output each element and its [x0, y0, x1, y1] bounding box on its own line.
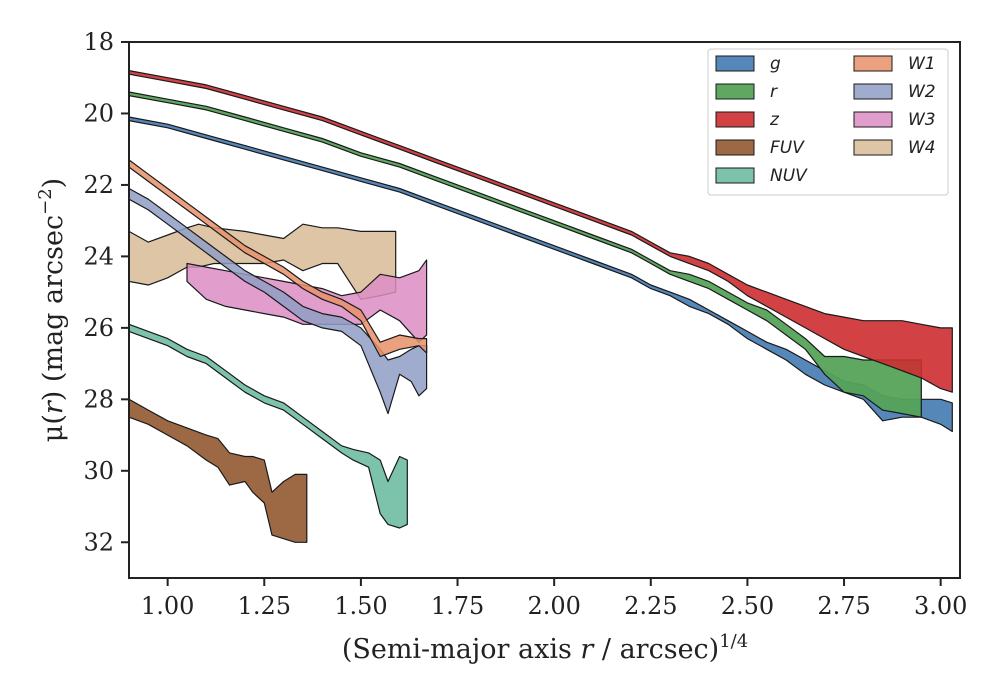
legend-swatch-r: [715, 83, 755, 100]
legend-swatch-nuv: [715, 167, 755, 184]
x-axis-label: (Semi-major axis r / arcsec)1/4: [342, 631, 748, 665]
x-tick-label: 1.00: [141, 592, 194, 620]
band-w2: [128, 187, 428, 415]
y-tick-label: 18: [83, 28, 114, 56]
legend-label-w3: W3: [908, 110, 936, 130]
band-z: [128, 69, 953, 393]
legend-label-z: z: [769, 110, 780, 130]
y-tick-label: 22: [83, 171, 114, 199]
x-tick-label: 1.75: [431, 592, 484, 620]
y-tick-label: 32: [83, 528, 114, 556]
legend-label-w2: W2: [908, 82, 936, 102]
legend-swatch-w4: [853, 139, 893, 156]
x-tick-label: 1.50: [334, 592, 387, 620]
x-tick-label: 2.25: [624, 592, 677, 620]
surface-brightness-bands: [128, 69, 953, 543]
legend-swatch-z: [715, 111, 755, 128]
plot-frame: [128, 41, 961, 579]
x-tick-label: 3.00: [914, 592, 967, 620]
y-tick-label: 24: [83, 242, 114, 270]
x-tick-label: 2.75: [817, 592, 870, 620]
legend-entries: grz FUV NUV W1 W2 W3 W4: [715, 54, 936, 186]
legend-label-r: r: [770, 82, 778, 102]
legend-swatch-g: [715, 55, 755, 72]
y-axis-label: μ(r) (mag arcsec−2): [35, 178, 69, 442]
y-tick-label: 20: [83, 99, 114, 127]
y-tick-label: 28: [83, 385, 114, 413]
band-nuv: [128, 323, 408, 529]
legend-label-fuv: FUV: [770, 138, 805, 158]
legend-swatch-w2: [853, 83, 893, 100]
legend-swatch-fuv: [715, 139, 755, 156]
band-r: [128, 91, 922, 418]
y-axis-ticks: 18 20 22 24 26 28 30 32: [83, 28, 129, 556]
legend-label-w4: W4: [908, 138, 936, 158]
legend-label-g: g: [770, 54, 781, 74]
y-tick-label: 26: [83, 314, 114, 342]
legend-label-w1: W1: [908, 54, 936, 74]
legend: grz FUV NUV W1 W2 W3 W4: [707, 48, 949, 196]
x-tick-label: 1.25: [238, 592, 291, 620]
legend-label-nuv: NUV: [770, 166, 808, 186]
band-w1: [128, 159, 428, 358]
x-tick-label: 2.00: [527, 592, 580, 620]
x-tick-label: 2.50: [721, 592, 774, 620]
x-axis-ticks: 1.00 1.25 1.50 1.75 2.00 2.25 2.50 2.75 3.00: [141, 578, 967, 620]
legend-swatch-w3: [853, 111, 893, 128]
legend-swatch-w1: [853, 55, 893, 72]
y-tick-label: 30: [83, 457, 114, 485]
band-fuv: [128, 398, 308, 543]
